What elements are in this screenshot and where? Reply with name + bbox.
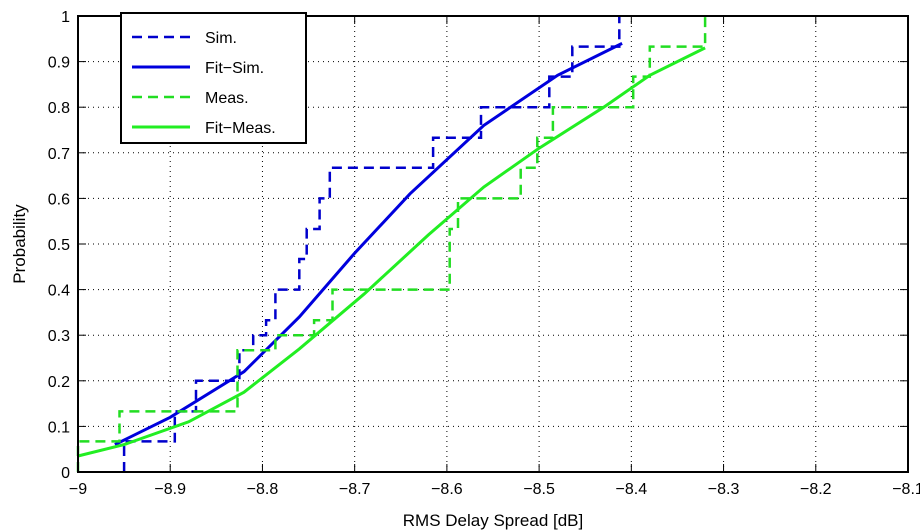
y-tick-label: 0 bbox=[61, 465, 70, 482]
x-tick-label: −8.2 bbox=[800, 481, 832, 498]
legend: Sim. Fit−Sim. Meas. Fit−Meas. bbox=[120, 12, 307, 144]
axis-ticks: −9 −8.9 −8.8 −8.7 −8.6 −8.5 −8.4 −8.3 −8.2 −8.1 0 0… bbox=[48, 9, 920, 498]
x-tick-label: −8.3 bbox=[708, 481, 740, 498]
legend-label: Fit−Meas. bbox=[205, 120, 276, 137]
legend-label: Sim. bbox=[205, 30, 237, 47]
x-tick-label: −8.5 bbox=[523, 481, 555, 498]
legend-box bbox=[120, 12, 307, 144]
y-tick-label: 0.4 bbox=[48, 283, 70, 300]
series-layer bbox=[76, 16, 707, 472]
x-tick-label: −8.7 bbox=[339, 481, 371, 498]
series-sim bbox=[122, 16, 621, 472]
x-tick-label: −8.4 bbox=[616, 481, 648, 498]
y-tick-label: 0.1 bbox=[48, 419, 70, 436]
x-tick-label: −9 bbox=[69, 481, 87, 498]
x-tick-label: −8.6 bbox=[431, 481, 463, 498]
series-fit-meas bbox=[77, 46, 706, 458]
y-tick-label: 1 bbox=[61, 9, 70, 26]
y-tick-label: 0.5 bbox=[48, 237, 70, 254]
y-tick-label: 0.3 bbox=[48, 328, 70, 345]
x-tick-label: −8.8 bbox=[247, 481, 279, 498]
y-tick-label: 0.7 bbox=[48, 146, 70, 163]
legend-label: Meas. bbox=[205, 90, 249, 107]
x-axis-label: RMS Delay Spread [dB] bbox=[403, 511, 583, 530]
x-tick-label: −8.1 bbox=[892, 481, 920, 498]
series-fit-sim bbox=[114, 42, 623, 446]
y-tick-label: 0.6 bbox=[48, 191, 70, 208]
x-tick-label: −8.9 bbox=[154, 481, 186, 498]
y-tick-label: 0.2 bbox=[48, 374, 70, 391]
y-tick-label: 0.9 bbox=[48, 55, 70, 72]
legend-label: Fit−Sim. bbox=[205, 60, 264, 77]
y-tick-label: 0.8 bbox=[48, 100, 70, 117]
y-axis-label: Probability bbox=[10, 204, 29, 284]
